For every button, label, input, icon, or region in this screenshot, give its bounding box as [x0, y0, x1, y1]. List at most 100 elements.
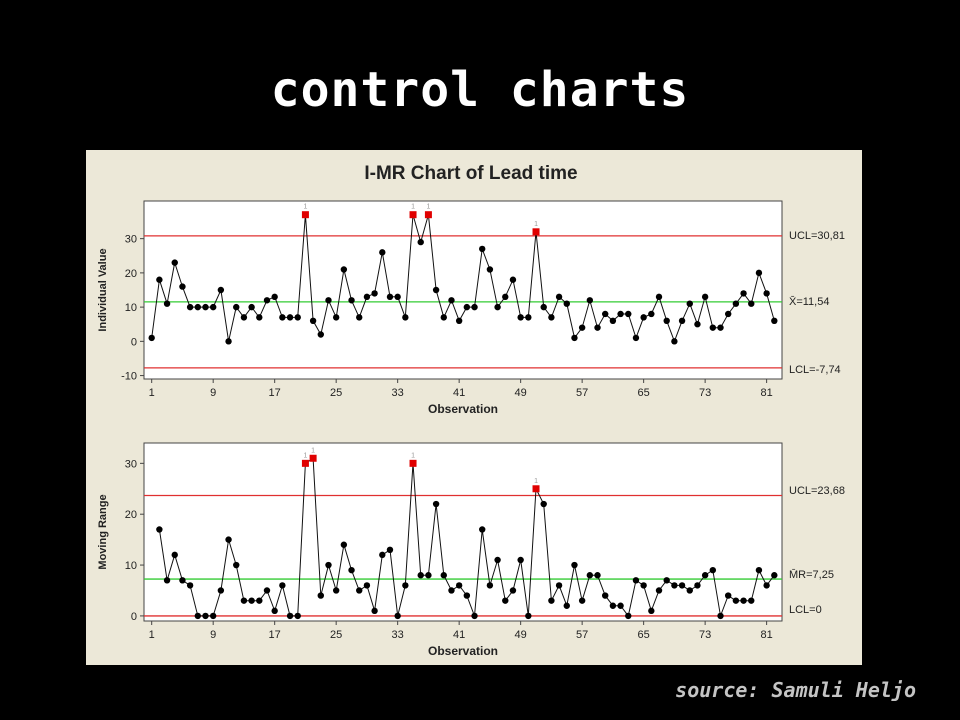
individuals-data-point [271, 293, 278, 301]
individuals-data-point [156, 276, 163, 283]
individuals-data-point [379, 249, 386, 256]
moving-range-data-point [217, 587, 225, 594]
moving-range-data-point [179, 577, 186, 584]
individuals-data-point [356, 314, 363, 321]
individuals-data-point [771, 317, 778, 325]
individuals-data-point [479, 245, 486, 253]
individuals-data-point [486, 266, 494, 273]
individuals-x-tick-label: 41 [453, 387, 465, 399]
individuals-data-point [740, 290, 747, 297]
chart-figure-panel: I-MR Chart of Lead time -10 0 10 20 30 1 9 17 25… [86, 150, 862, 665]
moving-range-data-point [394, 612, 401, 620]
moving-range-data-point [317, 592, 324, 599]
moving-range-data-point [379, 551, 386, 559]
moving-range-data-point [678, 582, 686, 589]
individuals-x-tick-label: 1 [149, 387, 155, 399]
moving-range-data-point [171, 551, 178, 559]
individuals-out-of-control-flag: 1 [534, 221, 538, 228]
individuals-data-point [455, 317, 463, 325]
individuals-x-tick-label: 9 [210, 387, 216, 399]
individuals-data-point [563, 300, 570, 307]
individuals-x-tick-label: 25 [330, 387, 342, 399]
moving-range-data-point [348, 566, 355, 574]
individuals-data-point [233, 303, 240, 311]
moving-range-data-point [417, 572, 424, 579]
individuals-data-point [263, 297, 271, 304]
moving-range-x-tick-label: 1 [149, 629, 155, 641]
moving-range-data-point [194, 612, 202, 620]
individuals-x-tick-label: 49 [515, 387, 527, 399]
individuals-data-point [471, 303, 478, 311]
individuals-data-point [632, 334, 640, 342]
individuals-data-point [317, 331, 324, 338]
moving-range-y-tick-label: 0 [131, 611, 137, 623]
individuals-x-tick-label: 17 [269, 387, 281, 399]
individuals-data-point [701, 293, 709, 301]
individuals-x-tick-label: 57 [576, 387, 588, 399]
moving-range-data-point [740, 597, 747, 604]
individuals-data-point [279, 314, 286, 321]
moving-range-data-point [586, 572, 594, 579]
moving-range-plot-area [143, 442, 783, 622]
moving-range-x-tick-label: 81 [761, 629, 773, 641]
moving-range-data-point [609, 602, 617, 609]
individuals-y-tick-label: -10 [121, 371, 137, 383]
moving-range-center-label: M̄R=7,25 [789, 568, 834, 581]
moving-range-data-point [648, 607, 655, 615]
individuals-data-point [517, 314, 524, 321]
individuals-data-point [256, 314, 263, 321]
moving-range-data-point [425, 572, 432, 579]
individuals-data-point [348, 297, 355, 304]
source-credit: source: Samuli Heljo [675, 678, 916, 702]
moving-range-data-point [640, 582, 647, 589]
individuals-data-point [225, 338, 232, 345]
moving-range-data-point [448, 587, 455, 594]
individuals-data-point [717, 324, 724, 331]
moving-range-data-point [771, 572, 778, 579]
moving-range-data-point [555, 582, 563, 589]
moving-range-data-point [709, 566, 717, 574]
moving-range-data-point [432, 500, 440, 508]
individuals-out-of-control-flag: 1 [303, 204, 307, 211]
moving-range-data-point [625, 612, 632, 620]
individuals-data-point [594, 324, 601, 331]
individuals-data-point [655, 293, 663, 301]
moving-range-data-point [371, 607, 378, 615]
moving-range-x-axis-label: Observation [428, 644, 498, 658]
moving-range-data-point [509, 587, 517, 594]
chart-title: I-MR Chart of Lead time [364, 163, 577, 184]
individuals-y-tick-label: 30 [125, 234, 137, 246]
moving-range-data-point [548, 597, 555, 604]
moving-range-data-point [263, 587, 271, 594]
individuals-data-point [332, 314, 340, 321]
individuals-data-point [294, 314, 301, 321]
individuals-y-tick-label: 10 [125, 302, 137, 314]
individuals-data-point [286, 314, 294, 321]
moving-range-data-point [471, 612, 478, 620]
moving-range-lcl-label: LCL=0 [789, 604, 822, 616]
moving-range-data-point [694, 582, 701, 589]
individuals-data-point [386, 293, 394, 301]
individuals-data-point [609, 317, 617, 325]
individuals-plot-area [143, 200, 783, 380]
individuals-data-point [171, 259, 178, 266]
moving-range-data-point [332, 587, 340, 594]
moving-range-data-point [578, 597, 586, 604]
moving-range-data-point [655, 587, 663, 594]
individuals-data-point [463, 303, 471, 311]
moving-range-data-point [363, 582, 371, 589]
individuals-data-point [325, 297, 332, 304]
individuals-data-point [686, 300, 693, 307]
individuals-ucl-label: UCL=30,81 [789, 230, 845, 242]
moving-range-data-point [701, 572, 709, 579]
individuals-data-point [371, 290, 378, 297]
moving-range-out-of-control-point [301, 459, 309, 467]
moving-range-data-point [602, 592, 609, 599]
moving-range-data-point [525, 612, 532, 620]
individuals-data-point [648, 310, 655, 318]
moving-range-x-tick-label: 49 [515, 629, 527, 641]
individuals-data-point [525, 314, 532, 321]
moving-range-data-point [763, 582, 770, 589]
individuals-out-of-control-flag: 1 [426, 204, 430, 211]
moving-range-x-tick-label: 25 [330, 629, 342, 641]
